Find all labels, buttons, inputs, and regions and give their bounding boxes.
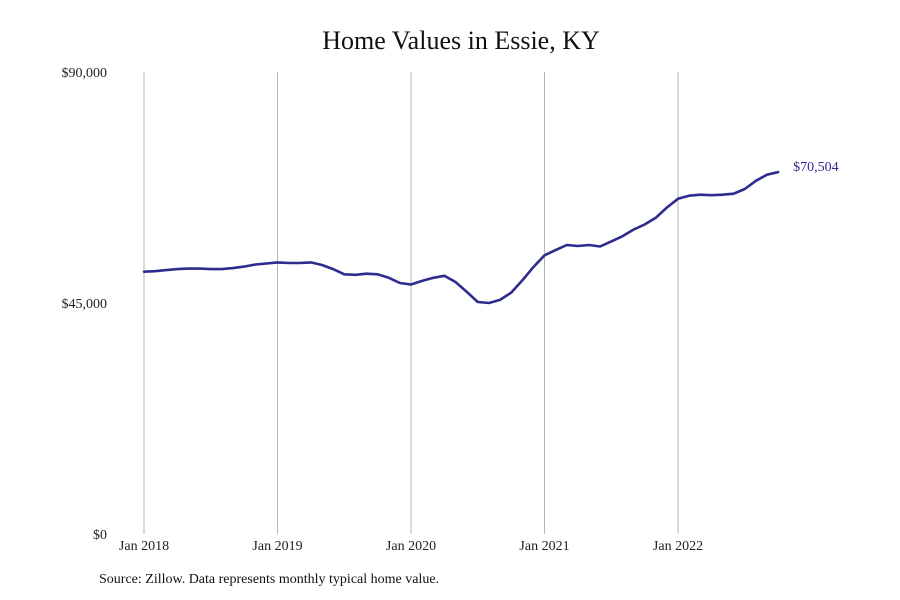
x-tick-label: Jan 2019 (252, 539, 302, 554)
end-value-label: $70,504 (793, 160, 839, 175)
x-tick-label: Jan 2018 (119, 539, 169, 554)
vertical-gridlines (143, 72, 679, 534)
home-value-series-line (142, 170, 780, 305)
x-tick-label: Jan 2022 (653, 539, 703, 554)
y-axis-ticks: $0 $45,000 $90,000 (62, 66, 108, 543)
series-points (143, 171, 779, 304)
x-axis-ticks: Jan 2018 Jan 2019 Jan 2020 Jan 2021 Jan 2022 (119, 539, 703, 554)
y-tick-label: $45,000 (62, 297, 108, 312)
x-tick-label: Jan 2020 (386, 539, 436, 554)
y-tick-label: $90,000 (62, 66, 108, 81)
source-note: Source: Zillow. Data represents monthly … (99, 572, 440, 587)
y-tick-label: $0 (93, 528, 107, 543)
x-tick-label: Jan 2021 (519, 539, 569, 554)
chart-title: Home Values in Essie, KY (322, 26, 600, 55)
